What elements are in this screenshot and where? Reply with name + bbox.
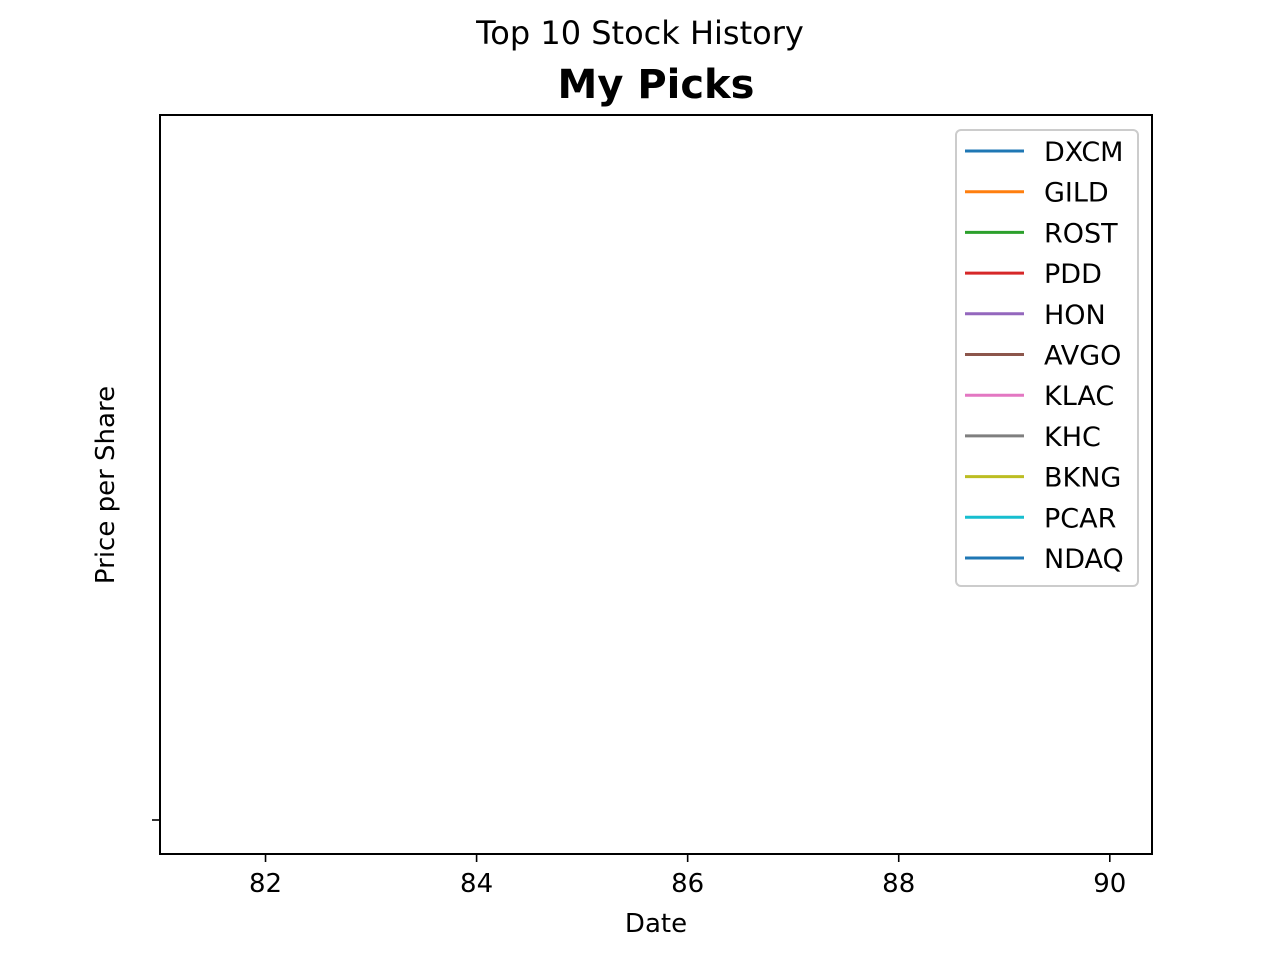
legend-label-gild: GILD (1044, 178, 1109, 209)
legend: DXCM GILD ROST PDD HON AVGO KLAC KHC BKNG PCAR NDA… (955, 129, 1139, 587)
legend-label-bkng: BKNG (1044, 463, 1121, 494)
legend-label-avgo: AVGO (1044, 341, 1121, 372)
x-axis-label: Date (625, 909, 687, 939)
legend-label-khc: KHC (1044, 422, 1101, 453)
x-tick-label: 86 (671, 869, 704, 899)
x-axis: 82 84 86 88 90 (249, 854, 1126, 899)
legend-label-pdd: PDD (1044, 259, 1102, 290)
legend-box (955, 129, 1139, 587)
legend-label-rost: ROST (1044, 218, 1118, 249)
legend-label-hon: HON (1044, 300, 1106, 331)
legend-label-dxcm: DXCM (1044, 137, 1123, 168)
legend-label-ndaq: NDAQ (1044, 544, 1124, 575)
legend-label-klac: KLAC (1044, 381, 1114, 412)
legend-label-pcar: PCAR (1044, 503, 1116, 534)
x-tick-label: 82 (249, 869, 282, 899)
x-tick-label: 90 (1093, 869, 1126, 899)
chart-title: My Picks (558, 62, 755, 108)
y-axis-label: Price per Share (91, 386, 121, 584)
chart-suptitle: Top 10 Stock History (475, 14, 804, 52)
x-tick-label: 88 (882, 869, 915, 899)
x-tick-label: 84 (460, 869, 493, 899)
